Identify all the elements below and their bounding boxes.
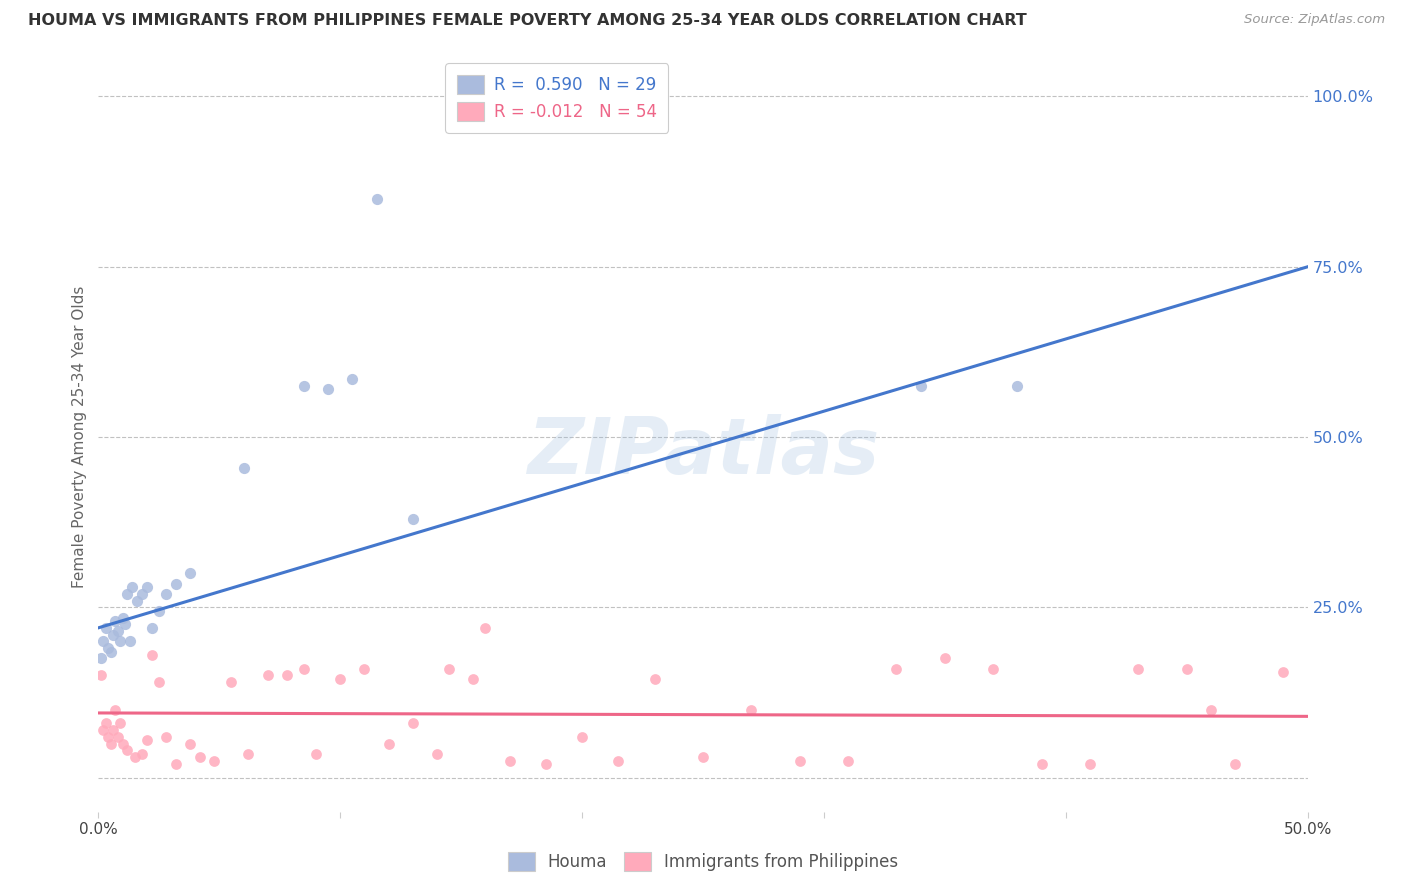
Point xyxy=(165,576,187,591)
Point xyxy=(981,662,1004,676)
Point xyxy=(1199,702,1222,716)
Point xyxy=(402,716,425,731)
Point xyxy=(366,192,388,206)
Point xyxy=(1175,662,1198,676)
Point xyxy=(117,743,139,757)
Point xyxy=(148,675,170,690)
Point xyxy=(108,634,131,648)
Point xyxy=(910,379,932,393)
Point xyxy=(1223,757,1246,772)
Point xyxy=(402,512,425,526)
Point xyxy=(91,634,114,648)
Point xyxy=(104,702,127,716)
Point xyxy=(934,651,956,665)
Point xyxy=(135,580,157,594)
Point xyxy=(97,730,120,744)
Point xyxy=(463,672,485,686)
Point xyxy=(292,379,315,393)
Point xyxy=(104,614,127,628)
Point xyxy=(534,757,557,772)
Text: Source: ZipAtlas.com: Source: ZipAtlas.com xyxy=(1244,13,1385,27)
Point xyxy=(740,702,762,716)
Point xyxy=(179,737,201,751)
Point xyxy=(111,737,134,751)
Point xyxy=(498,754,520,768)
Point xyxy=(1007,379,1029,393)
Point xyxy=(155,730,177,744)
Point xyxy=(238,747,260,761)
Legend: Houma, Immigrants from Philippines: Houma, Immigrants from Philippines xyxy=(499,843,907,880)
Point xyxy=(353,662,375,676)
Point xyxy=(316,383,339,397)
Point xyxy=(117,587,139,601)
Point xyxy=(571,730,593,744)
Y-axis label: Female Poverty Among 25-34 Year Olds: Female Poverty Among 25-34 Year Olds xyxy=(72,286,87,588)
Point xyxy=(886,662,908,676)
Point xyxy=(107,624,129,639)
Text: ZIPatlas: ZIPatlas xyxy=(527,414,879,490)
Point xyxy=(188,750,211,764)
Point xyxy=(292,662,315,676)
Point xyxy=(111,610,134,624)
Point xyxy=(91,723,114,737)
Legend: R =  0.590   N = 29, R = -0.012   N = 54: R = 0.590 N = 29, R = -0.012 N = 54 xyxy=(446,63,668,133)
Point xyxy=(118,634,141,648)
Point xyxy=(101,723,124,737)
Point xyxy=(131,587,153,601)
Point xyxy=(179,566,201,581)
Point xyxy=(141,621,163,635)
Point xyxy=(474,621,496,635)
Point xyxy=(94,716,117,731)
Point xyxy=(221,675,243,690)
Point xyxy=(377,737,399,751)
Point xyxy=(276,668,298,682)
Point xyxy=(1078,757,1101,772)
Point xyxy=(108,716,131,731)
Point xyxy=(155,587,177,601)
Point xyxy=(100,737,122,751)
Point xyxy=(256,668,278,682)
Point xyxy=(101,627,124,641)
Point xyxy=(837,754,859,768)
Point xyxy=(124,750,146,764)
Point xyxy=(426,747,449,761)
Point xyxy=(131,747,153,761)
Point xyxy=(135,733,157,747)
Point xyxy=(342,372,364,386)
Point xyxy=(644,672,666,686)
Point xyxy=(305,747,328,761)
Point xyxy=(148,604,170,618)
Point xyxy=(90,668,112,682)
Point xyxy=(141,648,163,662)
Point xyxy=(107,730,129,744)
Point xyxy=(1128,662,1150,676)
Point xyxy=(90,651,112,665)
Point xyxy=(100,645,122,659)
Point xyxy=(1031,757,1053,772)
Point xyxy=(789,754,811,768)
Point xyxy=(437,662,460,676)
Point xyxy=(232,460,254,475)
Point xyxy=(114,617,136,632)
Point xyxy=(329,672,352,686)
Text: HOUMA VS IMMIGRANTS FROM PHILIPPINES FEMALE POVERTY AMONG 25-34 YEAR OLDS CORREL: HOUMA VS IMMIGRANTS FROM PHILIPPINES FEM… xyxy=(28,13,1026,29)
Point xyxy=(1272,665,1295,679)
Point xyxy=(607,754,630,768)
Point xyxy=(204,754,226,768)
Point xyxy=(97,641,120,656)
Point xyxy=(121,580,143,594)
Point xyxy=(127,593,149,607)
Point xyxy=(692,750,714,764)
Point xyxy=(94,621,117,635)
Point xyxy=(165,757,187,772)
